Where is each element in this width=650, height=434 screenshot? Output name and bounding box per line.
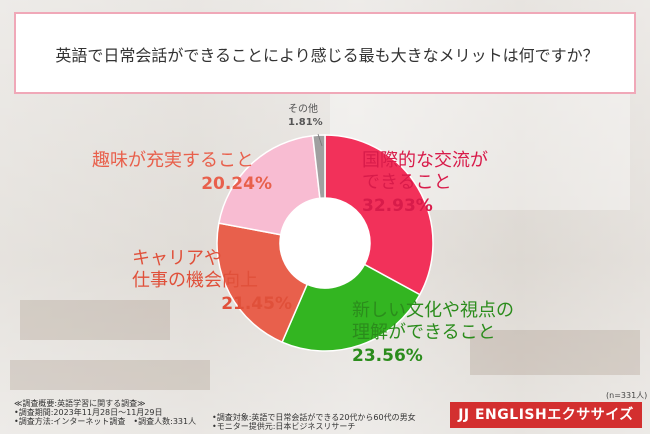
label-sonota-line1: その他: [288, 104, 318, 115]
desk: [470, 330, 640, 375]
value-label-kokusai: 32.93%: [362, 196, 433, 216]
label-bunka-line1: 新しい文化や視点の: [352, 300, 514, 321]
title-box: 英語で日常会話ができることにより感じる最も大きなメリットは何ですか？: [14, 12, 636, 94]
survey-footer: ≪調査概要:英語学習に関する調査≫ •調査期間:2023年11月28日～11月2…: [14, 399, 196, 426]
survey-footer-right: •調査対象:英語で日常会話ができる20代から60代の男女 •モニター提供元:日本…: [212, 413, 416, 431]
label-kokusai: 国際的な交流が できること 32.93%: [362, 150, 488, 218]
value-label-career: 21.45%: [221, 294, 292, 314]
label-bunka-line2: 理解ができること: [352, 322, 496, 343]
desk: [20, 300, 170, 340]
label-bunka: 新しい文化や視点の 理解ができること 23.56%: [352, 300, 514, 368]
donut-hole: [280, 198, 370, 288]
label-kokusai-line2: できること: [362, 172, 452, 193]
footer-heading: ≪調査概要:英語学習に関する調査≫: [14, 399, 146, 408]
label-career: キャリアや 仕事の機会向上 21.45%: [132, 248, 292, 316]
label-career-line2: 仕事の機会向上: [132, 270, 258, 291]
label-shumi-line1: 趣味が充実すること: [92, 150, 254, 171]
chart-title: 英語で日常会話ができることにより感じる最も大きなメリットは何ですか？: [55, 46, 599, 65]
value-label-shumi: 20.24%: [201, 174, 272, 194]
footer-target: •調査対象:英語で日常会話ができる20代から60代の男女: [212, 413, 416, 422]
footer-period: •調査期間:2023年11月28日～11月29日: [14, 408, 163, 417]
desk: [10, 360, 210, 390]
sample-note: (n=331人): [606, 391, 648, 400]
label-sonota: その他 1.81%: [288, 104, 323, 130]
label-shumi: 趣味が充実すること 20.24%: [92, 150, 272, 196]
label-career-line1: キャリアや: [132, 248, 222, 269]
value-label-bunka: 23.56%: [352, 346, 423, 366]
label-kokusai-line1: 国際的な交流が: [362, 150, 488, 171]
brand-logo: JJ ENGLISHエクササイズ: [450, 402, 642, 428]
footer-provider: •モニター提供元:日本ビジネスリサーチ: [212, 422, 356, 431]
sonota-leader-line: [317, 133, 323, 147]
footer-method: •調査方法:インターネット調査 •調査人数:331人: [14, 417, 197, 426]
value-label-sonota: 1.81%: [288, 117, 323, 128]
